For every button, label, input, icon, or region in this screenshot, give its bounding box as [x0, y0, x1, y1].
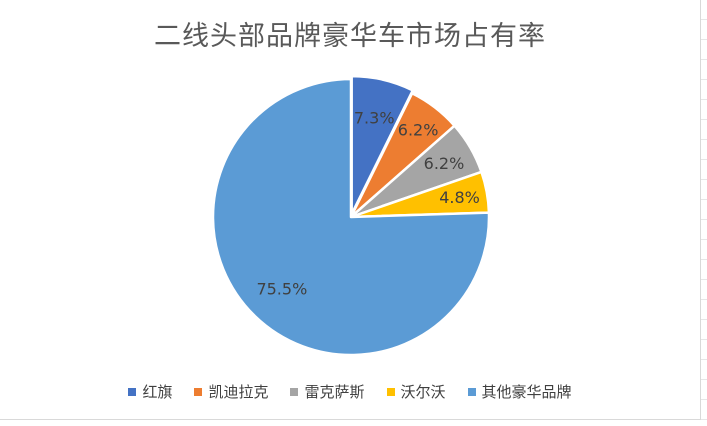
data-label-2: 6.2% — [398, 120, 439, 139]
legend-swatch-1 — [128, 387, 137, 396]
legend-swatch-4 — [386, 387, 395, 396]
data-label-4: 4.8% — [439, 188, 480, 207]
legend-label-1: 红旗 — [142, 383, 173, 401]
legend-item-4[interactable]: 沃尔沃 — [386, 381, 446, 402]
legend-item-2[interactable]: 凯迪拉克 — [194, 381, 268, 402]
chart-title: 二线头部品牌豪华车市场占有率 — [154, 21, 546, 52]
pie-slice-5[interactable] — [211, 77, 491, 357]
chart-area[interactable]: 二线头部品牌豪华车市场占有率 7.3% 6.2% 6.2% 4.8% 75.5% 红旗凯… — [0, 0, 701, 420]
legend-item-5[interactable]: 其他豪华品牌 — [467, 381, 572, 402]
pie-slice-1[interactable] — [350, 74, 415, 216]
legend-swatch-2 — [194, 387, 203, 396]
legend-label-2: 凯迪拉克 — [208, 383, 269, 401]
legend-swatch-3 — [290, 387, 299, 396]
legend-item-3[interactable]: 雷克萨斯 — [290, 381, 365, 402]
data-label-3: 6.2% — [424, 154, 465, 173]
legend-label-4: 沃尔沃 — [400, 383, 446, 401]
legend-label-5: 其他豪华品牌 — [481, 383, 572, 401]
chart-legend: 红旗 凯迪拉克 雷克萨斯 沃尔沃 其他豪华品牌 — [0, 381, 700, 402]
legend-item-1[interactable]: 红旗 — [128, 381, 172, 402]
data-label-1: 7.3% — [354, 109, 395, 128]
legend-label-3: 雷克萨斯 — [304, 383, 365, 401]
pie-chart[interactable]: 7.3%6.2%6.2%4.8%75.5% — [0, 0, 700, 380]
legend-swatch-5 — [467, 387, 476, 396]
data-label-5: 75.5% — [256, 279, 307, 298]
